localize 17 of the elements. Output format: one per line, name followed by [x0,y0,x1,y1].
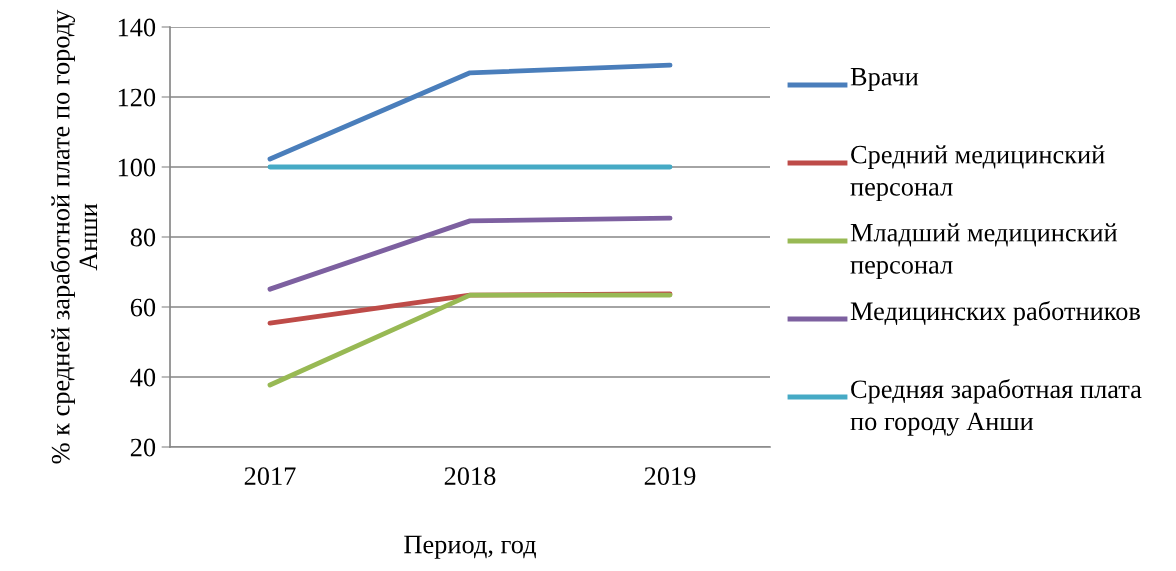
x-tick-label: 2019 [644,467,696,486]
y-tick-label: 100 [118,158,156,177]
x-tick-label: 2018 [444,467,496,486]
x-axis-title: Период, год [404,535,536,559]
y-tick-label: 40 [130,368,156,387]
legend-label: Медицинских работников [850,301,1140,326]
x-tick-label: 2017 [244,467,296,486]
y-tick-label: 60 [130,298,156,317]
y-tick-label: 120 [118,88,156,107]
y-axis-title: % к средней заработной плате по городу Анши [50,9,98,464]
legend-label: Младший медицинский персонал [850,223,1118,280]
y-tick-label: 140 [118,18,156,37]
legend-label: Средний медицинский персонал [850,145,1105,202]
y-tick-label: 80 [130,228,156,247]
y-tick-label: 20 [130,438,156,457]
legend-label: Врачи [850,68,919,91]
legend-label: Средняя заработная плата по городу Анши [850,379,1142,436]
